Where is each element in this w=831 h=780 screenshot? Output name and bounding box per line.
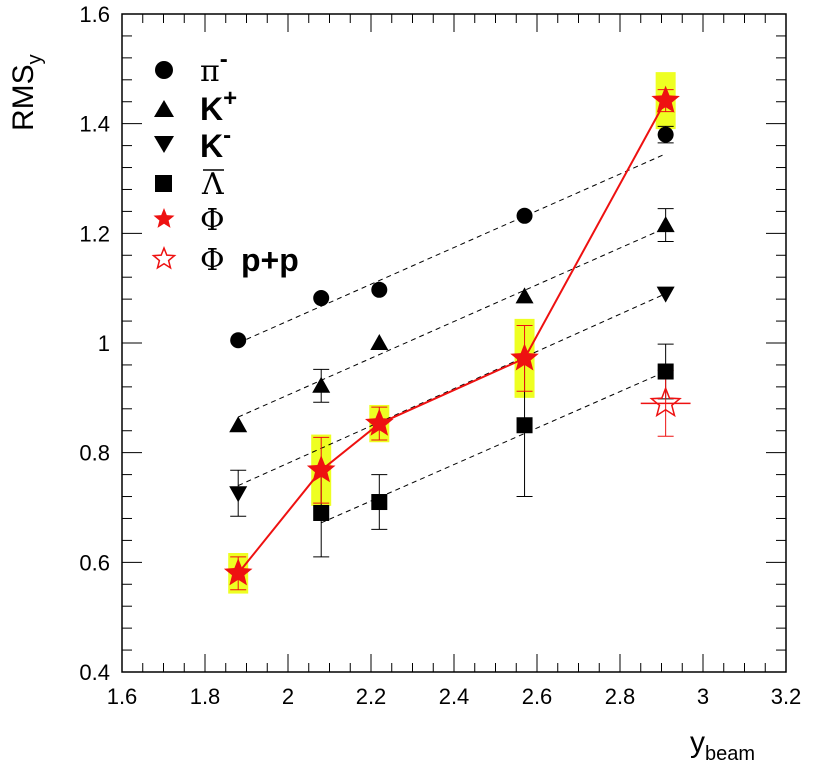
x-tick-label: 2 bbox=[282, 684, 294, 709]
y-tick-label: 1.2 bbox=[79, 221, 110, 246]
y-tick-label: 1.6 bbox=[79, 2, 110, 27]
pi-minus-point bbox=[371, 281, 388, 298]
x-tick-label: 3.2 bbox=[771, 684, 802, 709]
x-tick-label: 2.4 bbox=[439, 684, 470, 709]
legend-label-pi-minus: π- bbox=[200, 46, 228, 89]
y-axis-ticks: 0.4 0.6 0.8 1 1.2 1.4 1.6 bbox=[79, 2, 786, 685]
anti-lambda-point bbox=[516, 417, 533, 434]
x-tick-label: 1.6 bbox=[107, 684, 138, 709]
k-minus-point bbox=[229, 486, 248, 503]
legend-marker-k-minus bbox=[154, 136, 174, 153]
legend-marker-pi-minus bbox=[155, 61, 173, 79]
pi-minus-point bbox=[313, 290, 330, 307]
k-minus-point bbox=[656, 286, 675, 303]
k-plus-point bbox=[656, 216, 675, 233]
k-plus-point bbox=[312, 376, 331, 393]
y-tick-label: 1 bbox=[98, 331, 110, 356]
legend-marker-phi bbox=[153, 208, 175, 228]
x-tick-label: 2.8 bbox=[605, 684, 636, 709]
legend-label-phi-pp: Φ bbox=[200, 243, 225, 278]
phi-point bbox=[223, 558, 253, 586]
systematic-bands bbox=[228, 72, 676, 594]
x-tick-label: 2.2 bbox=[356, 684, 387, 709]
k-plus-point bbox=[229, 416, 248, 433]
pi-minus-fit-line bbox=[237, 153, 666, 344]
phi-point bbox=[510, 343, 539, 371]
y-tick-label: 0.6 bbox=[79, 550, 110, 575]
dashed-fit-lines bbox=[237, 153, 666, 524]
phi-point bbox=[306, 455, 336, 483]
phi-point bbox=[651, 85, 680, 113]
x-tick-label: 3 bbox=[697, 684, 709, 709]
legend-label-anti-lambda: Λ bbox=[201, 167, 224, 202]
x-tick-label: 1.8 bbox=[190, 684, 221, 709]
phi-connecting-line bbox=[237, 100, 667, 574]
y-tick-label: 1.4 bbox=[79, 112, 110, 137]
y-axis-title: RMSy bbox=[7, 54, 46, 131]
legend-marker-k-plus bbox=[154, 100, 174, 117]
legend: π- K+ K- Λ Φ Φ p+p bbox=[151, 46, 299, 278]
legend-label-phi-pp-extra: p+p bbox=[241, 242, 299, 278]
anti-lambda-point bbox=[313, 504, 330, 521]
legend-label-k-plus: K+ bbox=[200, 85, 237, 127]
phi-pp-point bbox=[649, 386, 682, 418]
error-bars bbox=[230, 89, 691, 591]
pi-minus-point bbox=[230, 332, 247, 349]
legend-marker-phi-pp bbox=[151, 245, 177, 270]
legend-label-phi: Φ bbox=[200, 203, 225, 238]
y-tick-label: 0.4 bbox=[79, 660, 110, 685]
legend-marker-anti-lambda bbox=[155, 175, 172, 192]
data-markers bbox=[223, 85, 682, 586]
pi-minus-point bbox=[516, 207, 533, 224]
k-plus-point bbox=[370, 334, 389, 350]
x-axis-title: ybeam bbox=[690, 726, 755, 765]
phi-point bbox=[365, 408, 394, 436]
y-tick-label: 0.8 bbox=[79, 441, 110, 466]
x-tick-label: 2.6 bbox=[522, 684, 553, 709]
k-plus-fit-line bbox=[237, 227, 666, 418]
legend-label-k-minus: K- bbox=[200, 122, 231, 164]
pi-minus-point bbox=[657, 126, 674, 143]
k-plus-point bbox=[515, 287, 534, 304]
anti-lambda-point bbox=[657, 363, 674, 380]
x-axis-ticks: 1.6 1.8 2 2.2 2.4 2.6 2.8 3 3.2 bbox=[107, 14, 802, 709]
phi-line bbox=[237, 100, 667, 574]
k-minus-fit-line bbox=[237, 293, 666, 487]
anti-lambda-point bbox=[371, 494, 388, 511]
